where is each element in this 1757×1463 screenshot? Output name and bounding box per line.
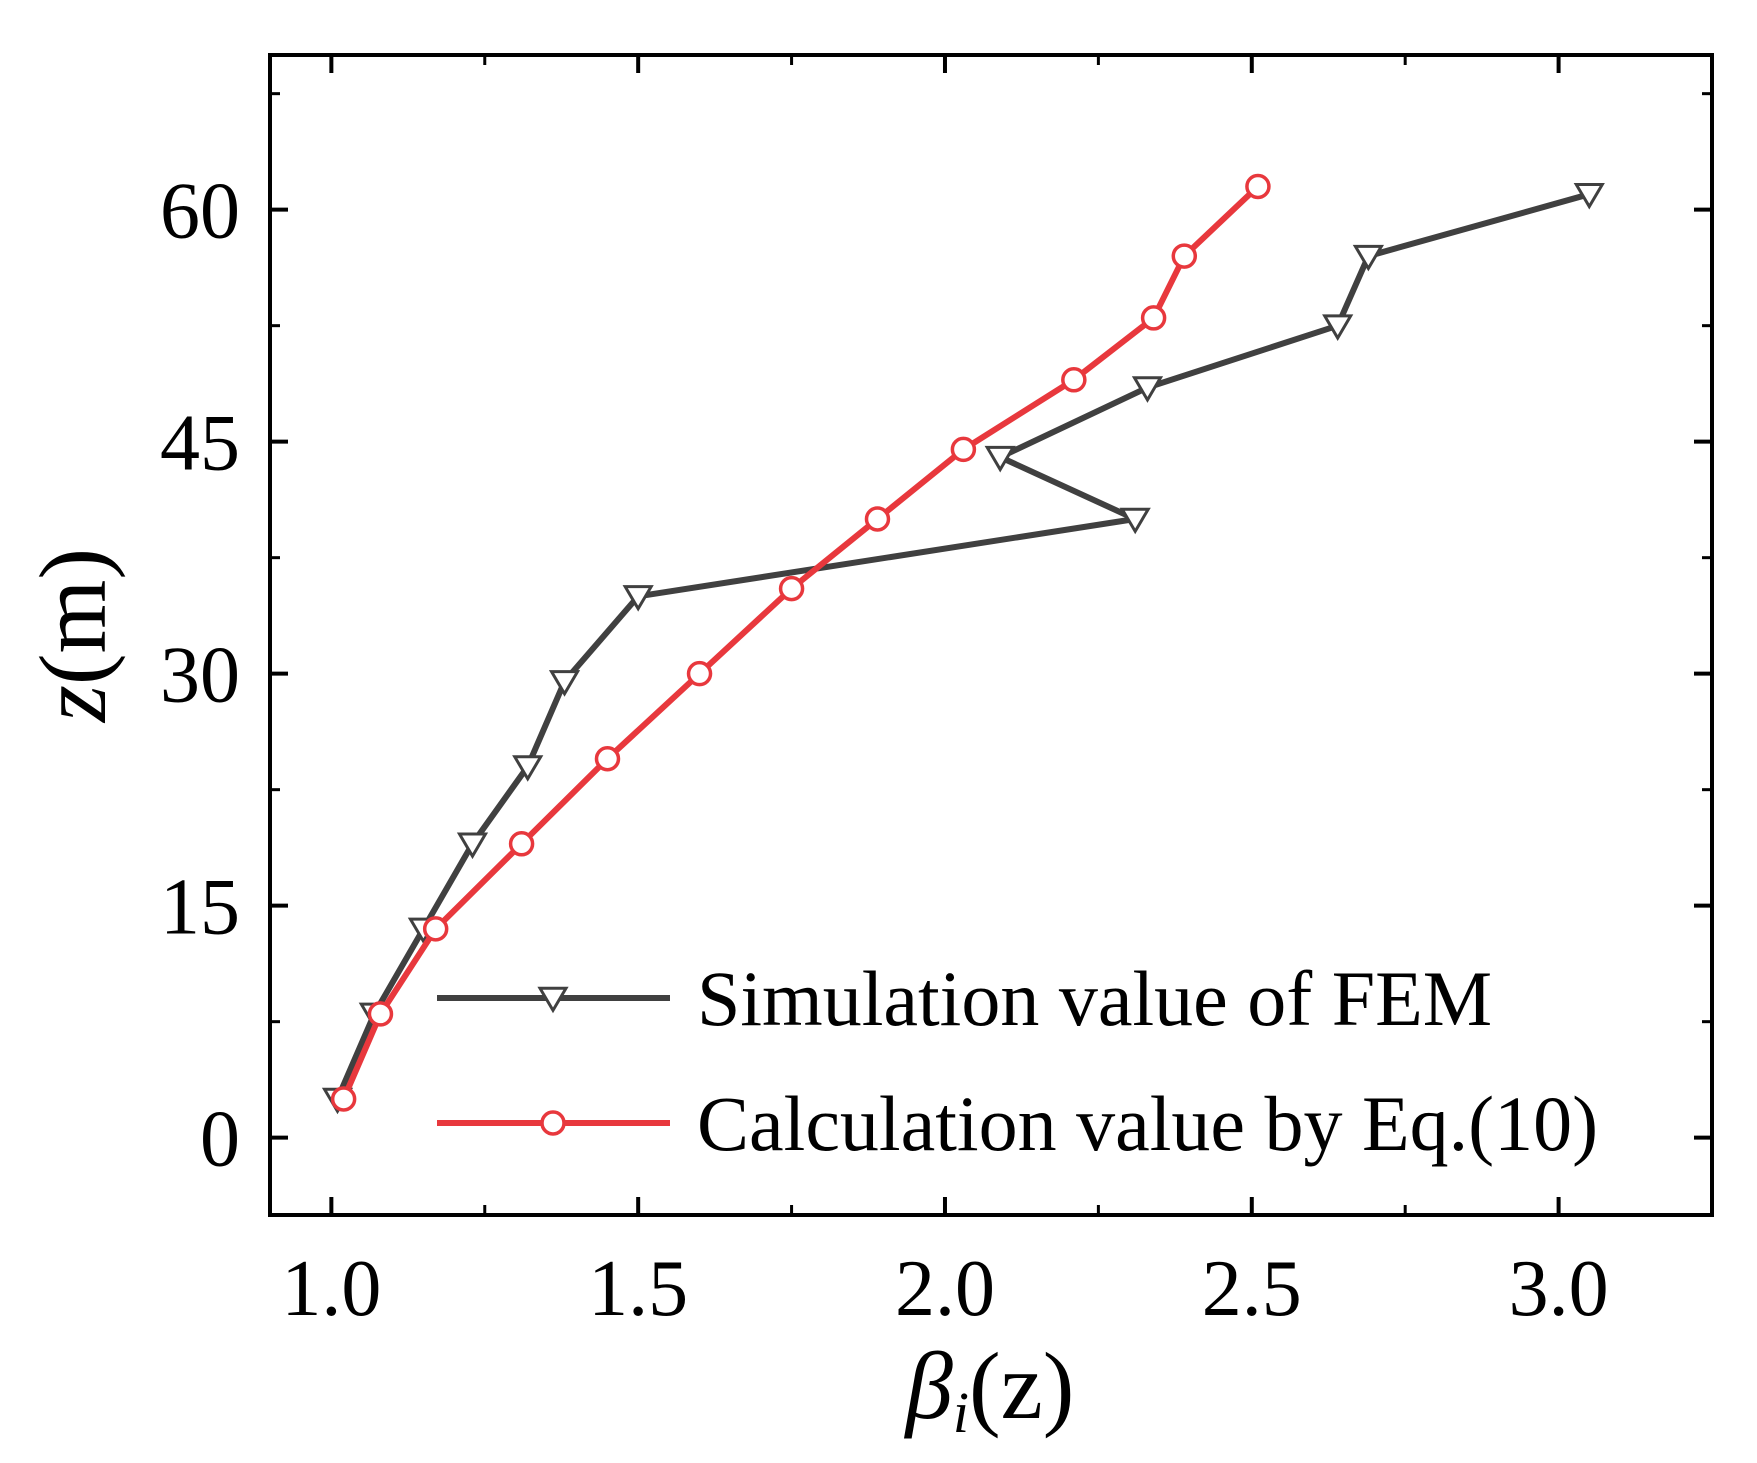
x-axis-title-subscript: i bbox=[953, 1380, 969, 1445]
data-point-fem bbox=[1131, 376, 1164, 403]
data-point-eq bbox=[1061, 367, 1087, 393]
legend: Simulation value of FEM Calculation valu… bbox=[437, 955, 1598, 1167]
data-point-eq bbox=[778, 575, 805, 602]
legend-marker-eq bbox=[540, 1110, 566, 1136]
data-point-eq bbox=[1140, 305, 1167, 331]
data-point-eq bbox=[594, 745, 621, 772]
axis-ticks bbox=[270, 55, 1714, 1215]
data-point-eq bbox=[367, 1001, 394, 1027]
x-tick-label: 1.5 bbox=[588, 1245, 688, 1333]
data-point-eq bbox=[686, 660, 713, 687]
data-point-eq bbox=[1245, 173, 1271, 200]
data-series bbox=[321, 173, 1605, 1115]
data-point-eq bbox=[330, 1086, 357, 1112]
data-point-eq bbox=[950, 436, 977, 463]
y-axis-title-unit: (m) bbox=[20, 548, 126, 685]
y-tick-label: 0 bbox=[200, 1096, 240, 1184]
data-point-fem bbox=[548, 670, 581, 697]
legend-label-fem: Simulation value of FEM bbox=[697, 955, 1492, 1042]
x-axis-title-arg: (z) bbox=[969, 1333, 1074, 1439]
plot-frame bbox=[268, 53, 1714, 1217]
y-tick-label: 60 bbox=[160, 168, 240, 256]
data-point-fem bbox=[984, 445, 1016, 473]
y-axis-title-var: z bbox=[20, 685, 126, 724]
y-tick-label: 30 bbox=[160, 632, 240, 720]
data-point-fem bbox=[1573, 182, 1605, 210]
data-point-eq bbox=[422, 916, 449, 942]
data-point-fem bbox=[456, 832, 489, 860]
data-point-eq bbox=[864, 506, 891, 532]
x-tick-label: 2.5 bbox=[1202, 1245, 1302, 1333]
x-tick-label: 3.0 bbox=[1509, 1245, 1609, 1333]
data-point-eq bbox=[508, 831, 535, 857]
data-point-fem bbox=[1322, 314, 1354, 341]
y-tick-label: 15 bbox=[160, 864, 240, 952]
x-tick-label: 1.0 bbox=[281, 1245, 381, 1333]
legend-label-eq: Calculation value by Eq.(10) bbox=[697, 1080, 1598, 1167]
y-axis-title: z(m) bbox=[20, 548, 126, 724]
data-point-fem bbox=[622, 585, 654, 612]
y-tick-label: 45 bbox=[160, 400, 240, 488]
data-point-fem bbox=[512, 755, 544, 782]
x-tick-label: 2.0 bbox=[895, 1245, 995, 1333]
legend-marker-fem bbox=[537, 986, 569, 1014]
tick-labels: 1.0 1.5 2.0 2.5 3.0 0 15 30 45 60 bbox=[160, 168, 1609, 1333]
x-axis-title: βi(z) bbox=[904, 1333, 1075, 1445]
x-axis-title-beta: β bbox=[904, 1333, 954, 1439]
data-point-fem bbox=[1119, 507, 1151, 535]
data-point-eq bbox=[1171, 243, 1198, 269]
data-point-fem bbox=[1352, 244, 1384, 272]
